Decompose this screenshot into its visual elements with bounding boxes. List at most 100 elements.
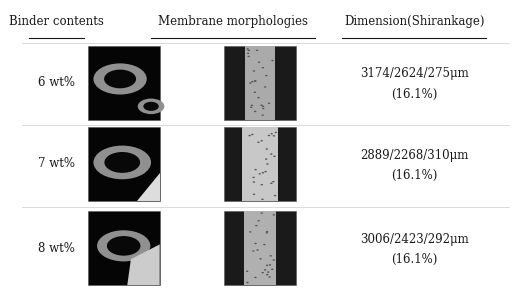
Circle shape: [268, 135, 270, 136]
Circle shape: [266, 148, 268, 150]
Text: Membrane morphologies: Membrane morphologies: [158, 15, 308, 28]
Circle shape: [270, 153, 272, 155]
Circle shape: [104, 70, 136, 88]
Circle shape: [265, 159, 267, 160]
Circle shape: [248, 135, 251, 136]
Circle shape: [255, 225, 258, 226]
Circle shape: [261, 212, 263, 214]
Circle shape: [260, 105, 263, 106]
Text: Dimension(Shirankage): Dimension(Shirankage): [344, 15, 485, 28]
Circle shape: [262, 108, 265, 109]
Circle shape: [265, 75, 268, 76]
Circle shape: [261, 184, 263, 185]
Text: 3174/2624/275μm: 3174/2624/275μm: [360, 67, 469, 81]
Circle shape: [253, 70, 255, 72]
Circle shape: [271, 269, 273, 270]
Circle shape: [273, 135, 275, 137]
Circle shape: [258, 220, 260, 222]
Circle shape: [272, 181, 274, 183]
Circle shape: [246, 282, 249, 283]
Circle shape: [262, 115, 264, 116]
FancyBboxPatch shape: [88, 127, 160, 201]
Circle shape: [93, 63, 147, 95]
Circle shape: [272, 259, 275, 261]
Circle shape: [264, 269, 266, 270]
Text: 8 wt%: 8 wt%: [38, 241, 75, 255]
Circle shape: [247, 48, 249, 50]
Circle shape: [268, 103, 270, 104]
Circle shape: [247, 52, 249, 54]
Circle shape: [269, 255, 272, 257]
Circle shape: [256, 249, 259, 251]
Circle shape: [261, 199, 264, 200]
Text: (16.1%): (16.1%): [391, 169, 437, 182]
Circle shape: [264, 86, 266, 88]
Circle shape: [254, 81, 256, 82]
FancyBboxPatch shape: [224, 127, 296, 201]
Circle shape: [263, 244, 266, 245]
Circle shape: [253, 194, 255, 195]
Circle shape: [266, 163, 269, 165]
Circle shape: [262, 105, 264, 107]
Circle shape: [270, 133, 273, 134]
Circle shape: [252, 177, 255, 178]
Circle shape: [274, 195, 277, 196]
Circle shape: [258, 97, 260, 98]
Circle shape: [272, 214, 275, 216]
Text: Binder contents: Binder contents: [9, 15, 104, 28]
Circle shape: [246, 270, 248, 272]
Circle shape: [262, 67, 264, 69]
Circle shape: [97, 230, 150, 261]
Circle shape: [254, 277, 256, 278]
Text: (16.1%): (16.1%): [391, 253, 437, 266]
Circle shape: [253, 181, 255, 183]
Circle shape: [252, 250, 254, 252]
FancyBboxPatch shape: [245, 46, 276, 120]
Circle shape: [262, 172, 264, 173]
Text: 3006/2423/292μm: 3006/2423/292μm: [360, 233, 469, 246]
Circle shape: [266, 274, 268, 275]
Circle shape: [271, 60, 274, 61]
Circle shape: [254, 243, 257, 244]
Circle shape: [267, 271, 269, 273]
Circle shape: [251, 134, 253, 135]
Circle shape: [93, 146, 151, 179]
Circle shape: [274, 132, 277, 133]
Circle shape: [269, 264, 271, 266]
FancyBboxPatch shape: [245, 211, 276, 285]
Circle shape: [257, 142, 260, 143]
Text: 2889/2268/310μm: 2889/2268/310μm: [360, 149, 469, 162]
Circle shape: [266, 232, 268, 234]
FancyBboxPatch shape: [88, 46, 160, 120]
Circle shape: [254, 111, 256, 112]
Circle shape: [256, 50, 258, 51]
Circle shape: [268, 276, 271, 278]
Circle shape: [249, 231, 251, 233]
Circle shape: [270, 183, 272, 184]
Text: (16.1%): (16.1%): [391, 88, 437, 101]
Circle shape: [251, 105, 253, 106]
Circle shape: [259, 258, 262, 260]
Circle shape: [138, 98, 164, 114]
Circle shape: [107, 236, 141, 256]
Circle shape: [259, 173, 261, 175]
Circle shape: [251, 81, 253, 82]
Circle shape: [273, 156, 276, 157]
Circle shape: [261, 140, 263, 142]
FancyBboxPatch shape: [242, 127, 278, 201]
Circle shape: [254, 169, 257, 170]
Circle shape: [266, 265, 268, 266]
FancyBboxPatch shape: [224, 46, 296, 120]
Circle shape: [248, 50, 250, 51]
Circle shape: [258, 62, 261, 63]
Circle shape: [250, 107, 252, 108]
Circle shape: [253, 91, 256, 93]
Circle shape: [247, 56, 250, 57]
Polygon shape: [136, 173, 160, 201]
Polygon shape: [127, 244, 160, 285]
Circle shape: [105, 152, 140, 173]
Circle shape: [249, 82, 252, 84]
Circle shape: [143, 102, 159, 111]
Circle shape: [254, 80, 256, 82]
FancyBboxPatch shape: [224, 211, 296, 285]
